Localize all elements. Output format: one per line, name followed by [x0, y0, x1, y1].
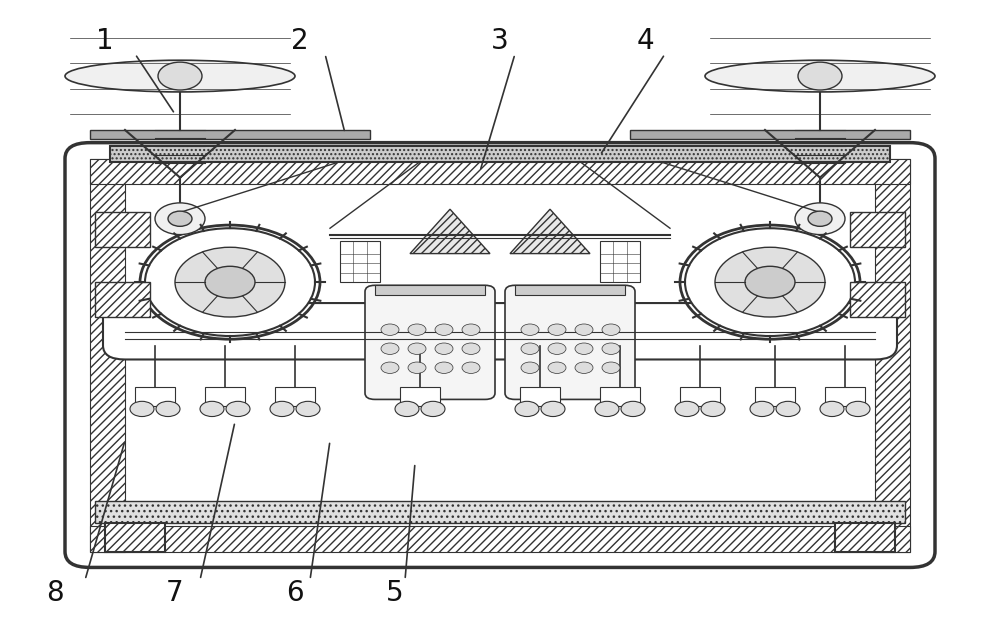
Bar: [850, 282, 905, 317]
Circle shape: [270, 401, 294, 417]
Bar: [755, 387, 795, 406]
Circle shape: [602, 343, 620, 354]
Circle shape: [575, 362, 593, 373]
Circle shape: [421, 401, 445, 417]
Circle shape: [158, 62, 202, 90]
Text: 3: 3: [491, 27, 509, 55]
Circle shape: [776, 401, 800, 417]
Circle shape: [715, 247, 825, 317]
Bar: [375, 285, 485, 295]
Circle shape: [820, 401, 844, 417]
Circle shape: [515, 401, 539, 417]
Circle shape: [145, 228, 315, 336]
Circle shape: [575, 324, 593, 335]
Circle shape: [155, 203, 205, 235]
Circle shape: [462, 343, 480, 354]
FancyBboxPatch shape: [365, 285, 495, 399]
Bar: [95, 282, 150, 317]
Circle shape: [750, 401, 774, 417]
Circle shape: [381, 324, 399, 335]
FancyBboxPatch shape: [505, 285, 635, 399]
Circle shape: [205, 266, 255, 298]
Ellipse shape: [65, 60, 295, 92]
Circle shape: [395, 401, 419, 417]
Text: 1: 1: [96, 27, 114, 55]
Bar: [135, 387, 175, 406]
Circle shape: [435, 362, 453, 373]
Bar: [110, 146, 890, 162]
Circle shape: [548, 362, 566, 373]
Circle shape: [675, 401, 699, 417]
Polygon shape: [410, 209, 490, 254]
Polygon shape: [510, 209, 590, 254]
Bar: [825, 387, 865, 406]
Bar: [600, 387, 640, 406]
Ellipse shape: [705, 60, 935, 92]
Circle shape: [435, 324, 453, 335]
Circle shape: [602, 324, 620, 335]
Circle shape: [808, 211, 832, 226]
Text: 7: 7: [166, 579, 184, 607]
Bar: [875, 158, 910, 552]
Bar: [90, 158, 910, 184]
Bar: [90, 158, 125, 552]
Circle shape: [521, 324, 539, 335]
Circle shape: [846, 401, 870, 417]
Bar: [275, 387, 315, 406]
Circle shape: [462, 362, 480, 373]
Text: 8: 8: [46, 579, 64, 607]
Circle shape: [541, 401, 565, 417]
Text: 4: 4: [636, 27, 654, 55]
Bar: [520, 387, 560, 406]
Bar: [205, 387, 245, 406]
Bar: [850, 212, 905, 247]
Bar: [95, 212, 150, 247]
Circle shape: [462, 324, 480, 335]
Text: 5: 5: [386, 579, 404, 607]
Bar: [600, 241, 640, 282]
Circle shape: [548, 343, 566, 354]
Circle shape: [408, 343, 426, 354]
Circle shape: [408, 324, 426, 335]
FancyBboxPatch shape: [103, 303, 897, 359]
Circle shape: [745, 266, 795, 298]
Circle shape: [602, 362, 620, 373]
Circle shape: [381, 362, 399, 373]
Circle shape: [795, 203, 845, 235]
Circle shape: [200, 401, 224, 417]
Circle shape: [548, 324, 566, 335]
Circle shape: [435, 343, 453, 354]
Text: 2: 2: [291, 27, 309, 55]
Text: 6: 6: [286, 579, 304, 607]
Bar: [680, 387, 720, 406]
Circle shape: [798, 62, 842, 90]
Bar: [105, 523, 165, 552]
Circle shape: [701, 401, 725, 417]
Circle shape: [168, 211, 192, 226]
Circle shape: [575, 343, 593, 354]
FancyBboxPatch shape: [65, 143, 935, 567]
Bar: [630, 130, 910, 139]
Circle shape: [296, 401, 320, 417]
Circle shape: [130, 401, 154, 417]
Circle shape: [521, 343, 539, 354]
Circle shape: [595, 401, 619, 417]
Bar: [340, 241, 380, 282]
Bar: [90, 130, 370, 139]
Bar: [90, 526, 910, 552]
Bar: [95, 501, 905, 523]
Circle shape: [408, 362, 426, 373]
Circle shape: [226, 401, 250, 417]
Bar: [835, 523, 895, 552]
Circle shape: [685, 228, 855, 336]
Bar: [400, 387, 440, 406]
Bar: [515, 285, 625, 295]
Circle shape: [175, 247, 285, 317]
Circle shape: [621, 401, 645, 417]
Circle shape: [156, 401, 180, 417]
Circle shape: [381, 343, 399, 354]
Circle shape: [521, 362, 539, 373]
